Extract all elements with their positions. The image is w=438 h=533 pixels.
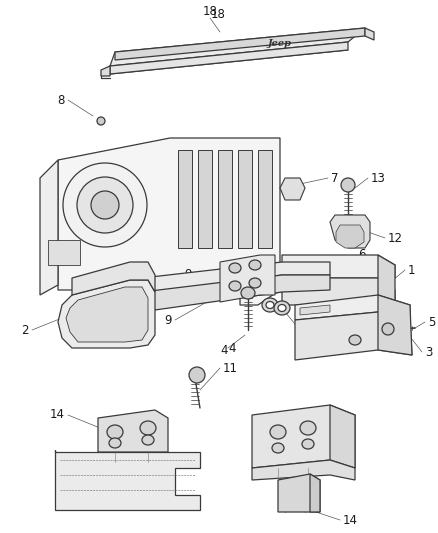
Text: 4: 4 <box>220 343 228 357</box>
Text: 9: 9 <box>165 313 172 327</box>
Polygon shape <box>48 240 80 265</box>
Polygon shape <box>295 312 412 360</box>
Polygon shape <box>58 280 155 348</box>
Ellipse shape <box>229 263 241 273</box>
Polygon shape <box>110 42 348 74</box>
Text: 5: 5 <box>428 316 435 328</box>
Polygon shape <box>330 215 370 248</box>
Ellipse shape <box>189 367 205 383</box>
Ellipse shape <box>349 335 361 345</box>
Polygon shape <box>295 295 410 320</box>
Ellipse shape <box>249 278 261 288</box>
Polygon shape <box>252 405 355 468</box>
Polygon shape <box>378 295 412 355</box>
Ellipse shape <box>341 178 355 192</box>
Text: 13: 13 <box>371 172 386 184</box>
Text: 11: 11 <box>223 361 238 375</box>
Polygon shape <box>300 305 330 315</box>
Text: Jeep: Jeep <box>268 38 292 47</box>
Ellipse shape <box>77 177 133 233</box>
Polygon shape <box>282 278 395 305</box>
Polygon shape <box>252 460 355 480</box>
Text: 2: 2 <box>21 324 29 336</box>
Ellipse shape <box>241 287 255 299</box>
Ellipse shape <box>270 425 286 439</box>
Ellipse shape <box>63 163 147 247</box>
Polygon shape <box>336 225 364 248</box>
Ellipse shape <box>274 301 290 315</box>
Text: 9: 9 <box>184 269 192 281</box>
Polygon shape <box>378 255 395 305</box>
Ellipse shape <box>142 435 154 445</box>
Polygon shape <box>220 255 275 302</box>
Polygon shape <box>238 150 252 248</box>
Polygon shape <box>58 138 280 305</box>
Ellipse shape <box>249 260 261 270</box>
Polygon shape <box>66 287 148 342</box>
Text: 10: 10 <box>303 324 318 336</box>
Polygon shape <box>142 275 330 310</box>
Polygon shape <box>365 28 374 40</box>
Text: 14: 14 <box>50 408 65 422</box>
Text: 6: 6 <box>358 248 365 262</box>
Polygon shape <box>101 66 110 76</box>
Ellipse shape <box>91 191 119 219</box>
Polygon shape <box>198 150 212 248</box>
Ellipse shape <box>140 421 156 435</box>
Ellipse shape <box>229 281 241 291</box>
Text: 7: 7 <box>331 172 339 184</box>
Polygon shape <box>72 262 155 295</box>
Ellipse shape <box>278 304 286 311</box>
Text: 6: 6 <box>313 303 321 317</box>
Polygon shape <box>40 160 58 295</box>
Text: 14: 14 <box>343 513 358 527</box>
Ellipse shape <box>272 443 284 453</box>
Ellipse shape <box>109 438 121 448</box>
Ellipse shape <box>266 302 274 309</box>
Text: 12: 12 <box>388 231 403 245</box>
Text: 8: 8 <box>58 93 65 107</box>
Polygon shape <box>310 474 320 512</box>
Ellipse shape <box>262 298 278 312</box>
Text: 3: 3 <box>425 345 432 359</box>
Polygon shape <box>258 150 272 248</box>
Ellipse shape <box>97 117 105 125</box>
Ellipse shape <box>300 421 316 435</box>
Polygon shape <box>142 262 330 292</box>
Polygon shape <box>110 28 365 66</box>
Polygon shape <box>218 150 232 248</box>
Polygon shape <box>178 150 192 248</box>
Text: 18: 18 <box>211 7 226 20</box>
Polygon shape <box>55 450 200 510</box>
Polygon shape <box>330 405 355 468</box>
Ellipse shape <box>302 439 314 449</box>
Text: 1: 1 <box>408 263 416 277</box>
Ellipse shape <box>382 323 394 335</box>
Polygon shape <box>280 178 305 200</box>
Polygon shape <box>115 28 365 60</box>
Text: 18: 18 <box>202 5 217 18</box>
Ellipse shape <box>107 425 123 439</box>
Polygon shape <box>98 410 168 452</box>
Polygon shape <box>282 255 395 278</box>
Text: 4: 4 <box>228 342 236 354</box>
Polygon shape <box>278 474 320 512</box>
